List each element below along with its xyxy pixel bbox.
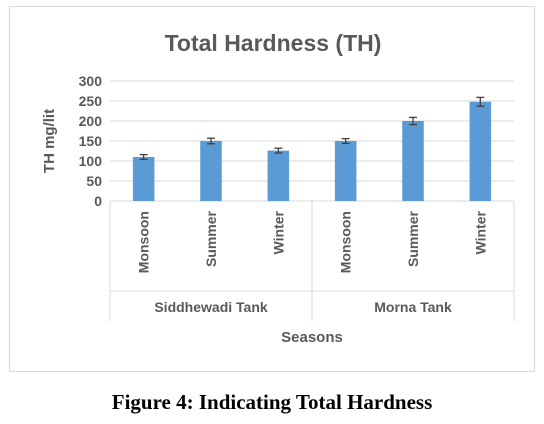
x-tick-label: Monsoon — [338, 211, 354, 273]
bar — [200, 141, 222, 201]
x-axis-label: Seasons — [281, 329, 343, 346]
y-axis-label: TH mg/lit — [41, 109, 58, 173]
y-tick-label: 300 — [79, 73, 103, 89]
group-label: Siddhewadi Tank — [154, 299, 268, 315]
x-tick-label: Monsoon — [136, 211, 152, 273]
x-tick-label: Summer — [405, 210, 421, 267]
figure-caption: Figure 4: Indicating Total Hardness — [111, 390, 433, 414]
y-tick-label: 0 — [94, 193, 102, 209]
y-tick-label: 200 — [79, 113, 103, 129]
group-label: Morna Tank — [374, 299, 452, 315]
chart-area: Total Hardness (TH) TH mg/lit Seasons 0 5… — [9, 6, 535, 372]
chart-svg: Total Hardness (TH) TH mg/lit Seasons 0 5… — [41, 30, 515, 346]
bar — [469, 101, 492, 201]
y-tick-label: 150 — [79, 133, 103, 149]
bar — [132, 157, 155, 201]
y-tick-label: 100 — [79, 153, 103, 169]
y-tick-label: 250 — [79, 93, 103, 109]
plot-layer: 0 50 100 150 200 250 300 Monsoon Summer Winter Sid… — [79, 73, 515, 321]
chart-title: Total Hardness (TH) — [165, 30, 382, 56]
y-tick-label: 50 — [86, 173, 102, 189]
x-tick-label: Winter — [270, 210, 286, 254]
bar — [402, 121, 424, 201]
bar — [334, 141, 357, 201]
bar — [267, 150, 290, 201]
x-tick-label: Winter — [472, 210, 488, 254]
x-tick-label: Summer — [203, 210, 219, 267]
